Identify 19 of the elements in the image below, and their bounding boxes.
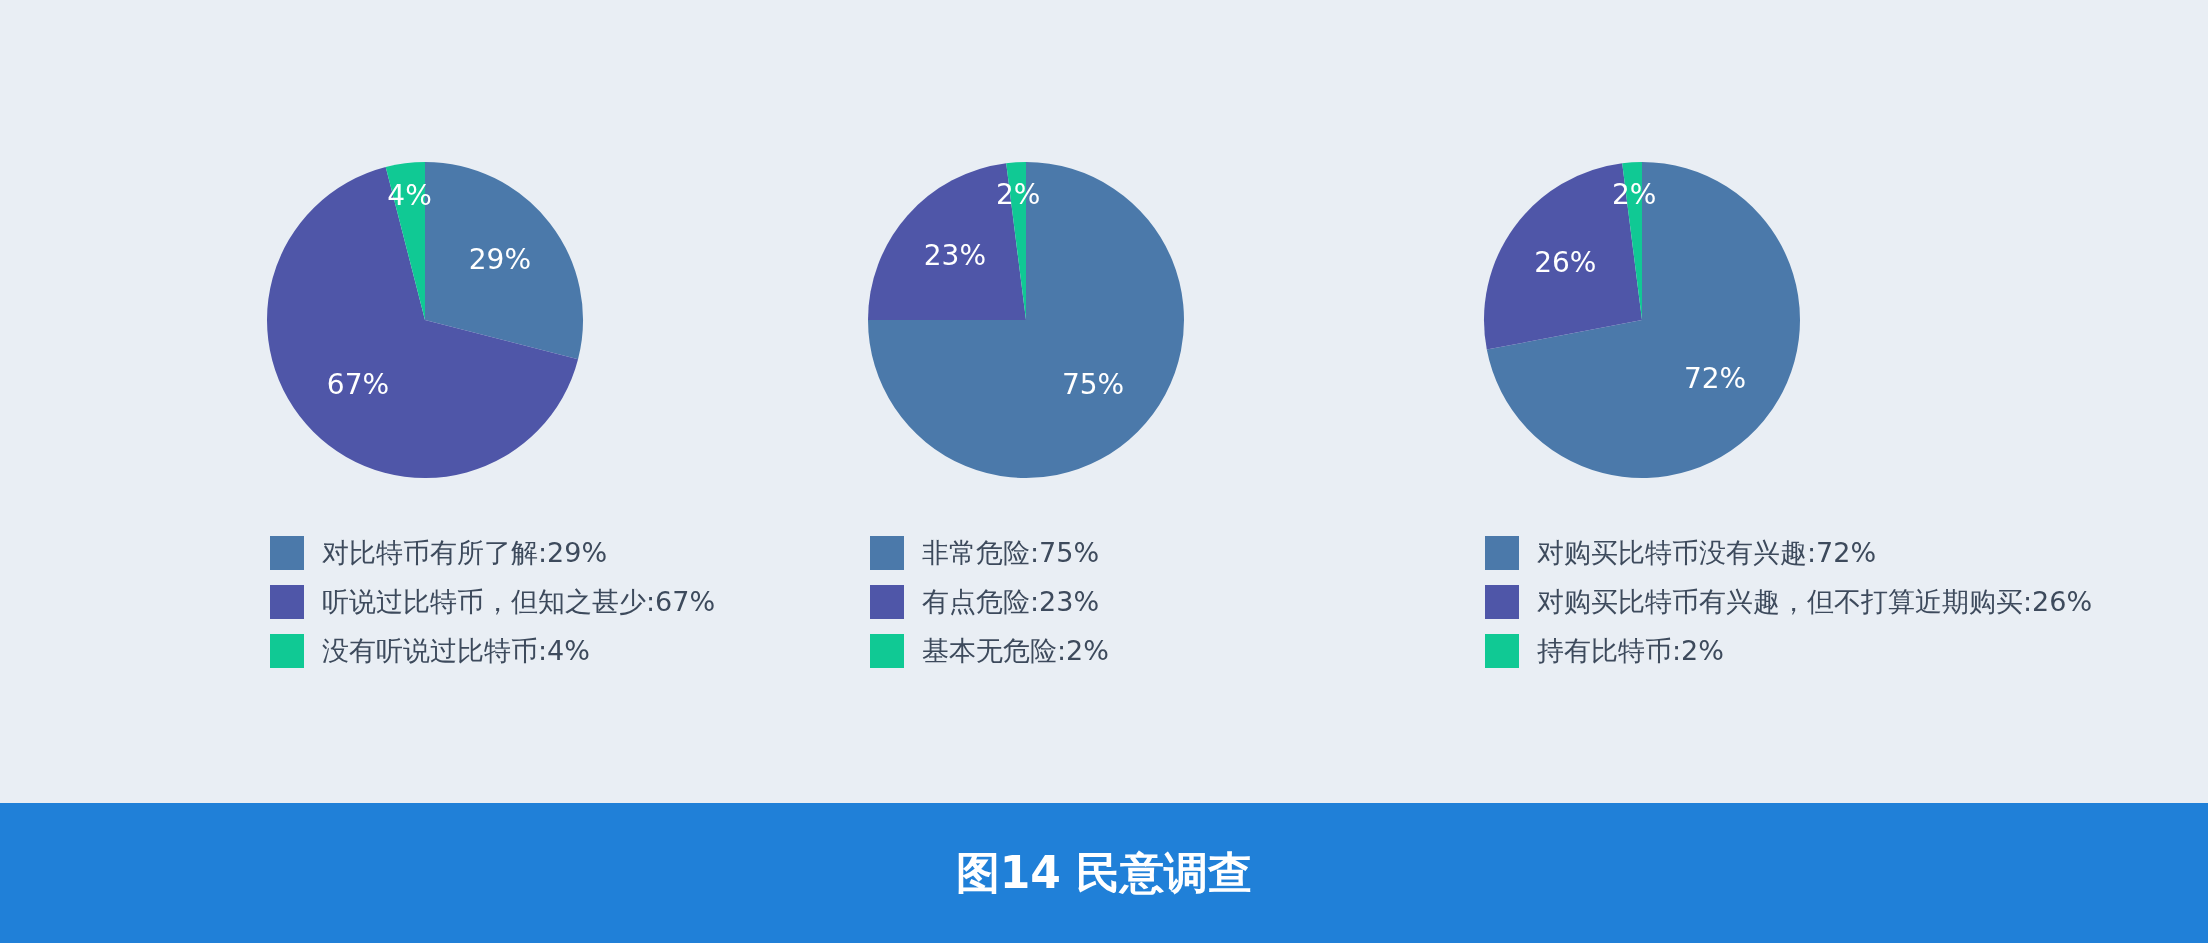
data-label: 75%: [1061, 368, 1125, 402]
data-label: 2%: [996, 178, 1041, 212]
data-label: 72%: [1683, 361, 1747, 395]
legend-label: 基本无危险:2%: [922, 633, 1109, 668]
legend-label: 对购买比特币有兴趣，但不打算近期购买:26%: [1537, 584, 2093, 619]
data-label: 23%: [923, 238, 987, 272]
legend-label: 有点危险:23%: [922, 584, 1100, 619]
data-label: 67%: [326, 368, 390, 402]
text: 图14 民意调查: [0, 803, 2208, 943]
data-label: 26%: [1534, 245, 1597, 279]
legend-label: 对比特币有所了解:29%: [322, 535, 608, 570]
legend-label: 持有比特币:2%: [1537, 633, 1724, 668]
legend-label: 对购买比特币没有兴趣:72%: [1537, 535, 1877, 570]
legend-label: 非常危险:75%: [922, 535, 1100, 570]
data-label: 4%: [387, 179, 432, 213]
data-label: 29%: [468, 243, 532, 277]
legend-label: 听说过比特币，但知之甚少:67%: [322, 584, 716, 619]
data-label: 2%: [1612, 178, 1657, 212]
legend-label: 没有听说过比特币:4%: [322, 633, 590, 668]
